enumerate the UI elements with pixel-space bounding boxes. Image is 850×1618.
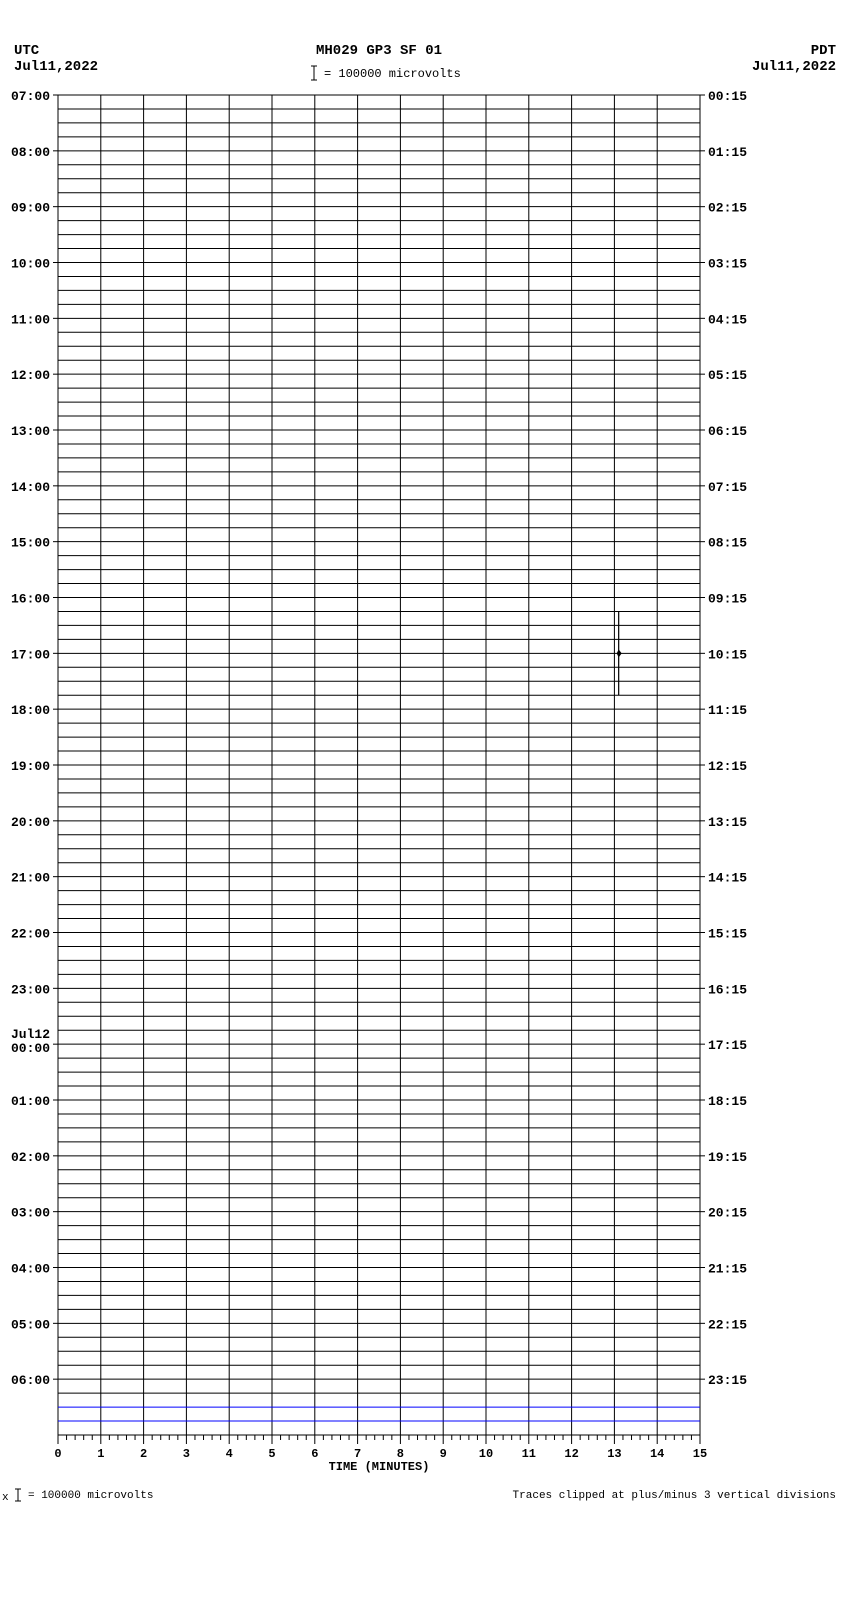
pdt-hour-label: 08:15 (708, 536, 747, 551)
utc-hour-label: 19:00 (11, 759, 50, 774)
pdt-date-label: Jul11,2022 (752, 59, 836, 75)
pdt-hour-label: 12:15 (708, 759, 747, 774)
utc-hour-label: 16:00 (11, 592, 50, 607)
x-tick-label: 4 (226, 1447, 233, 1461)
pdt-hour-label: 10:15 (708, 647, 747, 662)
pdt-hour-label: 20:15 (708, 1206, 747, 1221)
x-tick-label: 15 (693, 1447, 707, 1461)
x-tick-label: 12 (564, 1447, 578, 1461)
x-tick-label: 5 (268, 1447, 275, 1461)
pdt-hour-label: 02:15 (708, 201, 747, 216)
x-tick-label: 2 (140, 1447, 147, 1461)
pdt-hour-label: 13:15 (708, 815, 747, 830)
utc-hour-label: 23:00 (11, 982, 50, 997)
utc-hour-label: 13:00 (11, 424, 50, 439)
pdt-hour-label: 18:15 (708, 1094, 747, 1109)
x-tick-label: 8 (397, 1447, 404, 1461)
seismic-spike-peak (617, 649, 622, 657)
footer-clip-note: Traces clipped at plus/minus 3 vertical … (513, 1490, 836, 1502)
utc-hour-label: 21:00 (11, 871, 50, 886)
pdt-hour-label: 22:15 (708, 1317, 747, 1332)
x-tick-label: 3 (183, 1447, 190, 1461)
utc-date-label: Jul11,2022 (14, 59, 98, 75)
utc-hour-label: 08:00 (11, 145, 50, 160)
utc-hour-label: 12:00 (11, 368, 50, 383)
x-tick-label: 14 (650, 1447, 664, 1461)
x-tick-label: 9 (440, 1447, 447, 1461)
pdt-hour-label: 03:15 (708, 257, 747, 272)
x-tick-label: 1 (97, 1447, 104, 1461)
utc-hour-label: 11:00 (11, 312, 50, 327)
x-tick-label: 6 (311, 1447, 318, 1461)
pdt-hour-label: 07:15 (708, 480, 747, 495)
utc-hour-label: 03:00 (11, 1206, 50, 1221)
utc-hour-label: 05:00 (11, 1317, 50, 1332)
utc-hour-label: 02:00 (11, 1150, 50, 1165)
utc-hour-label: 20:00 (11, 815, 50, 830)
footer-scale-label: = 100000 microvolts (28, 1490, 153, 1502)
utc-hour-label: 18:00 (11, 703, 50, 718)
utc-hour-label: Jul12 (11, 1027, 50, 1042)
utc-hour-label: 14:00 (11, 480, 50, 495)
footer-prefix: x (2, 1492, 9, 1504)
pdt-hour-label: 15:15 (708, 927, 747, 942)
pdt-hour-label: 00:15 (708, 89, 747, 104)
pdt-hour-label: 11:15 (708, 703, 747, 718)
utc-hour-label: 22:00 (11, 927, 50, 942)
x-axis-label: TIME (MINUTES) (329, 1460, 430, 1474)
utc-hour-label: 04:00 (11, 1262, 50, 1277)
pdt-hour-label: 05:15 (708, 368, 747, 383)
utc-hour-label: 15:00 (11, 536, 50, 551)
x-tick-label: 10 (479, 1447, 493, 1461)
x-tick-label: 7 (354, 1447, 361, 1461)
utc-hour-label: 00:00 (11, 1041, 50, 1056)
x-tick-label: 0 (54, 1447, 61, 1461)
utc-tz-label: UTC (14, 43, 40, 59)
pdt-hour-label: 23:15 (708, 1373, 747, 1388)
utc-hour-label: 10:00 (11, 257, 50, 272)
utc-hour-label: 07:00 (11, 89, 50, 104)
x-tick-label: 11 (522, 1447, 536, 1461)
pdt-hour-label: 19:15 (708, 1150, 747, 1165)
pdt-hour-label: 21:15 (708, 1262, 747, 1277)
pdt-hour-label: 06:15 (708, 424, 747, 439)
pdt-hour-label: 17:15 (708, 1038, 747, 1053)
pdt-hour-label: 14:15 (708, 871, 747, 886)
utc-hour-label: 17:00 (11, 647, 50, 662)
x-tick-label: 13 (607, 1447, 621, 1461)
pdt-hour-label: 09:15 (708, 592, 747, 607)
scale-label: = 100000 microvolts (324, 67, 461, 81)
utc-hour-label: 09:00 (11, 201, 50, 216)
pdt-hour-label: 04:15 (708, 312, 747, 327)
pdt-hour-label: 16:15 (708, 982, 747, 997)
utc-hour-label: 06:00 (11, 1373, 50, 1388)
pdt-tz-label: PDT (811, 43, 836, 59)
utc-hour-label: 01:00 (11, 1094, 50, 1109)
station-title: MH029 GP3 SF 01 (316, 43, 442, 59)
pdt-hour-label: 01:15 (708, 145, 747, 160)
